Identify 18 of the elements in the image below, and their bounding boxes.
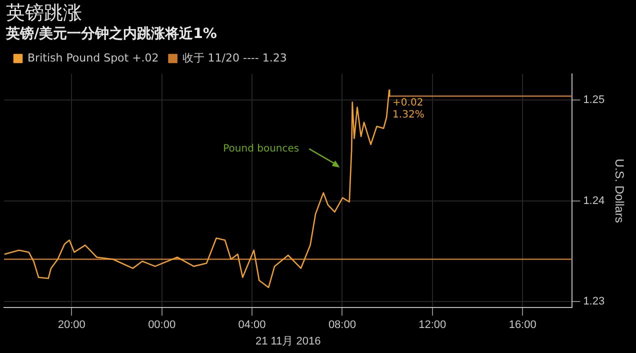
y-tick-label: 1.23 xyxy=(583,296,605,308)
x-axis-title: 21 11月 2016 xyxy=(255,335,321,348)
legend-label: 收于 11/20 ---- 1.23 xyxy=(182,51,287,64)
x-tick-label: 00:00 xyxy=(148,319,176,332)
annotation: +0.02 xyxy=(392,98,424,109)
annotation: Pound bounces xyxy=(223,143,300,154)
y-axis-title: U.S. Dollars xyxy=(612,158,626,223)
y-tick-label: 1.25 xyxy=(583,94,605,106)
x-tick-label: 12:00 xyxy=(418,319,446,332)
x-tick-label: 08:00 xyxy=(328,319,356,332)
x-tick-label: 20:00 xyxy=(58,319,86,332)
x-tick-label: 16:00 xyxy=(508,319,536,332)
chart-subtitle: 英镑/美元一分钟之内跳涨将近1% xyxy=(6,25,218,43)
chart-title: 英镑跳涨 xyxy=(6,2,83,24)
x-tick-label: 04:00 xyxy=(238,319,266,332)
y-tick-label: 1.24 xyxy=(583,194,605,207)
legend-label: British Pound Spot +.02 xyxy=(28,51,159,64)
annotation: 1.32% xyxy=(392,110,424,121)
